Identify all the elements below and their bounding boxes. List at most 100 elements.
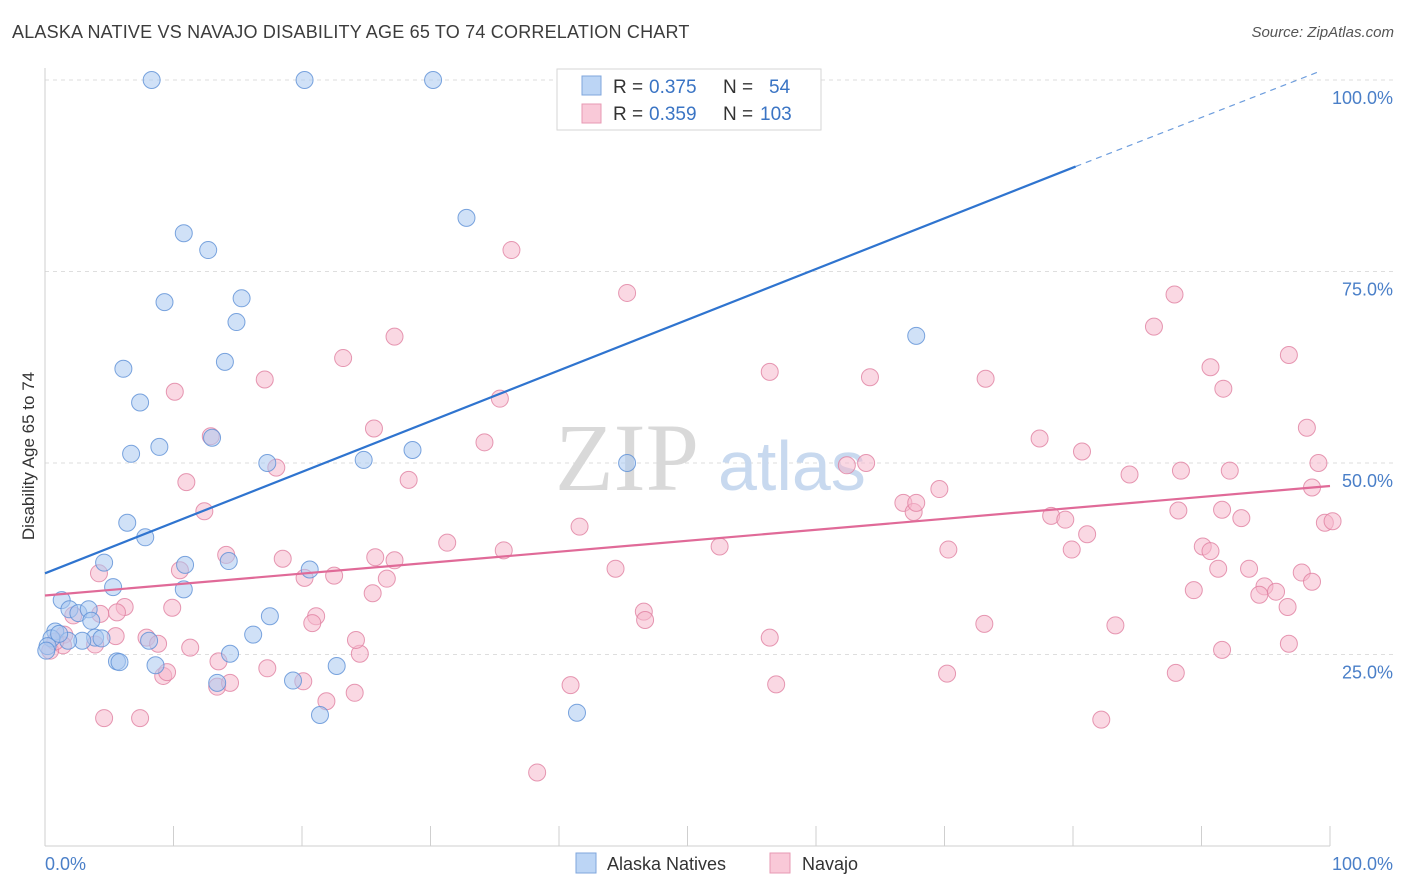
grid-lines [45, 79, 1395, 655]
point-alaska-natives [219, 552, 238, 571]
legend-r-label-1: R = [613, 77, 643, 98]
legend-r-value-2: 0.359 [649, 104, 697, 125]
point-alaska-natives [131, 393, 150, 412]
point-alaska-natives [221, 644, 240, 663]
point-alaska-natives [50, 624, 69, 643]
point-alaska-natives [327, 656, 346, 675]
x-tick-label: 100.0% [1332, 854, 1393, 874]
point-alaska-natives [142, 71, 161, 89]
point-navajo [334, 349, 353, 368]
point-alaska-natives [403, 440, 422, 459]
point-navajo [1165, 285, 1184, 304]
point-alaska-natives [203, 428, 222, 447]
point-alaska-natives [208, 673, 227, 692]
point-navajo [363, 584, 382, 603]
point-alaska-natives [199, 241, 218, 260]
y-tick-label: 100.0% [1332, 88, 1393, 108]
y-axis-title: Disability Age 65 to 74 [19, 372, 38, 540]
point-navajo [561, 676, 580, 695]
y-tick-label: 75.0% [1342, 280, 1393, 300]
legend-bottom: Alaska Natives Navajo [575, 852, 858, 874]
point-navajo [1278, 598, 1297, 617]
point-navajo [475, 433, 494, 452]
point-navajo [1209, 559, 1228, 578]
point-navajo [1169, 501, 1188, 520]
y-tick-label: 50.0% [1342, 471, 1393, 491]
point-navajo [618, 283, 637, 302]
point-navajo [1106, 616, 1125, 635]
legend-bottom-label-alaska: Alaska Natives [607, 854, 726, 874]
point-navajo [1309, 454, 1328, 472]
point-navajo [346, 630, 365, 649]
point-navajo [1220, 461, 1239, 480]
y-tick-label: 25.0% [1342, 663, 1393, 683]
point-alaska-natives [295, 71, 314, 89]
legend-swatch-alaska [581, 75, 602, 96]
point-navajo [107, 603, 126, 622]
point-alaska-natives [95, 553, 114, 572]
point-alaska-natives [122, 444, 141, 463]
point-navajo [1072, 442, 1091, 461]
point-alaska-natives [300, 560, 319, 579]
point-alaska-natives [114, 359, 133, 378]
point-alaska-natives [215, 352, 234, 371]
point-navajo [1171, 461, 1190, 480]
legend-top: R = 0.375 N = 54 R = 0.359 N = 103 [556, 68, 822, 131]
point-navajo [163, 598, 182, 617]
point-navajo [1056, 510, 1075, 529]
point-navajo [1250, 585, 1269, 604]
legend-r-label-2: R = [613, 104, 643, 125]
point-alaska-natives [424, 71, 443, 89]
point-navajo [273, 549, 292, 568]
point-navajo [939, 540, 958, 559]
point-alaska-natives [567, 703, 586, 722]
point-alaska-natives [92, 629, 111, 648]
point-navajo [1267, 582, 1286, 601]
point-navajo [907, 493, 926, 512]
point-navajo [258, 659, 277, 678]
point-alaska-natives [37, 641, 56, 660]
point-navajo [1323, 512, 1342, 531]
point-navajo [364, 419, 383, 438]
point-alaska-natives [140, 631, 159, 650]
point-navajo [1120, 465, 1139, 484]
point-navajo [494, 541, 513, 560]
point-navajo [1279, 345, 1298, 364]
point-alaska-natives [354, 450, 373, 469]
legend-n-label-1: N = [723, 77, 753, 98]
point-alaska-natives [176, 555, 195, 574]
point-navajo [857, 454, 876, 472]
point-alaska-natives [110, 653, 129, 672]
point-navajo [975, 614, 994, 633]
point-alaska-natives [118, 513, 137, 532]
point-navajo [1240, 559, 1259, 578]
point-navajo [1092, 710, 1111, 729]
legend-bottom-swatch-navajo [769, 852, 791, 874]
point-navajo [767, 675, 786, 694]
point-navajo [570, 517, 589, 536]
point-navajo [1201, 358, 1220, 377]
point-navajo [165, 382, 184, 401]
point-alaska-natives [146, 656, 165, 675]
point-navajo [438, 533, 457, 552]
trend-line-navajo [44, 484, 1331, 597]
point-alaska-natives [174, 224, 193, 243]
point-navajo [1184, 581, 1203, 600]
point-navajo [377, 569, 396, 588]
point-alaska-natives [457, 208, 476, 227]
axes [44, 68, 1331, 847]
legend-bottom-swatch-alaska [575, 852, 597, 874]
point-navajo [385, 327, 404, 346]
point-navajo [930, 480, 949, 499]
point-alaska-natives [260, 607, 279, 626]
point-navajo [636, 611, 655, 630]
point-navajo [345, 683, 364, 702]
legend-swatch-navajo [581, 103, 602, 124]
point-alaska-natives [244, 625, 263, 644]
point-navajo [303, 614, 322, 633]
point-navajo [177, 473, 196, 492]
point-navajo [760, 628, 779, 647]
point-alaska-natives [258, 454, 277, 472]
point-alaska-natives [104, 578, 123, 597]
point-navajo [1201, 542, 1220, 561]
